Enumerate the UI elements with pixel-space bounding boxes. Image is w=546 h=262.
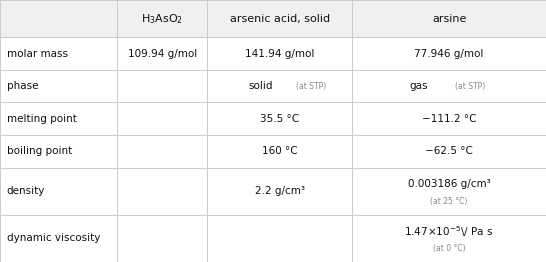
Bar: [352, 0, 546, 37]
Text: density: density: [7, 186, 45, 196]
Bar: [0, 168, 117, 215]
Text: solid: solid: [248, 81, 273, 91]
Bar: [207, 0, 352, 37]
Text: 109.94 g/mol: 109.94 g/mol: [128, 48, 197, 59]
Bar: [117, 102, 207, 135]
Text: melting point: melting point: [7, 114, 76, 124]
Text: 0.003186 g/cm³: 0.003186 g/cm³: [408, 179, 490, 189]
Text: 35.5 °C: 35.5 °C: [260, 114, 299, 124]
Text: arsenic acid, solid: arsenic acid, solid: [230, 14, 330, 24]
Text: 141.94 g/mol: 141.94 g/mol: [245, 48, 314, 59]
Text: (at STP): (at STP): [455, 82, 485, 91]
Bar: [207, 215, 352, 262]
Bar: [207, 70, 352, 102]
Text: dynamic viscosity: dynamic viscosity: [7, 233, 100, 243]
Bar: [117, 215, 207, 262]
Text: phase: phase: [7, 81, 38, 91]
Text: 160 °C: 160 °C: [262, 146, 298, 156]
Text: −62.5 °C: −62.5 °C: [425, 146, 473, 156]
Text: (at 25 °C): (at 25 °C): [430, 197, 468, 206]
Bar: [207, 135, 352, 168]
Bar: [117, 70, 207, 102]
Text: (at STP): (at STP): [296, 82, 327, 91]
Text: arsine: arsine: [432, 14, 466, 24]
Bar: [207, 168, 352, 215]
Text: boiling point: boiling point: [7, 146, 72, 156]
Bar: [352, 215, 546, 262]
Bar: [207, 102, 352, 135]
Text: gas: gas: [410, 81, 428, 91]
Bar: [0, 215, 117, 262]
Bar: [352, 135, 546, 168]
Bar: [117, 135, 207, 168]
Bar: [0, 135, 117, 168]
Text: molar mass: molar mass: [7, 48, 68, 59]
Bar: [352, 37, 546, 70]
Bar: [117, 168, 207, 215]
Bar: [0, 0, 117, 37]
Text: (at 0 °C): (at 0 °C): [433, 244, 465, 253]
Bar: [117, 37, 207, 70]
Bar: [352, 70, 546, 102]
Text: 77.946 g/mol: 77.946 g/mol: [414, 48, 484, 59]
Text: 1.47$\times$10$^{-5}$\/ Pa s: 1.47$\times$10$^{-5}$\/ Pa s: [405, 224, 494, 239]
Text: −111.2 °C: −111.2 °C: [422, 114, 476, 124]
Bar: [0, 102, 117, 135]
Bar: [352, 168, 546, 215]
Bar: [0, 70, 117, 102]
Bar: [117, 0, 207, 37]
Bar: [0, 37, 117, 70]
Text: H$_3$AsO$_2$: H$_3$AsO$_2$: [141, 12, 183, 25]
Bar: [352, 102, 546, 135]
Text: 2.2 g/cm³: 2.2 g/cm³: [255, 186, 305, 196]
Bar: [207, 37, 352, 70]
